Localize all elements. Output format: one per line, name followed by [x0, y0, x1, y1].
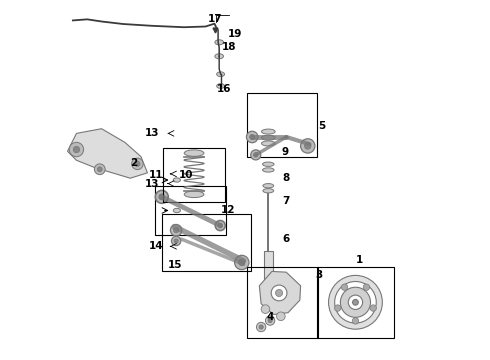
Circle shape: [275, 289, 283, 297]
Text: 6: 6: [282, 234, 289, 244]
Ellipse shape: [262, 141, 275, 146]
Ellipse shape: [215, 54, 223, 59]
Text: 8: 8: [282, 173, 289, 183]
Circle shape: [352, 318, 359, 324]
Ellipse shape: [263, 168, 274, 172]
Text: 14: 14: [149, 241, 163, 251]
Circle shape: [95, 164, 105, 175]
Circle shape: [348, 295, 363, 310]
Ellipse shape: [217, 72, 224, 77]
Text: 3: 3: [315, 270, 322, 280]
Text: 4: 4: [267, 312, 274, 322]
Circle shape: [132, 158, 143, 170]
Ellipse shape: [263, 189, 274, 193]
Circle shape: [98, 167, 102, 172]
Text: 10: 10: [179, 170, 194, 180]
Circle shape: [135, 161, 140, 166]
Circle shape: [174, 239, 178, 243]
Ellipse shape: [263, 184, 274, 188]
Circle shape: [353, 300, 358, 305]
Circle shape: [370, 305, 376, 311]
Circle shape: [271, 285, 287, 301]
Text: 1: 1: [356, 255, 364, 265]
Circle shape: [246, 131, 258, 143]
Circle shape: [215, 221, 225, 230]
Circle shape: [251, 150, 261, 160]
Circle shape: [261, 305, 270, 314]
Text: 2: 2: [130, 158, 138, 168]
Circle shape: [341, 284, 348, 291]
Circle shape: [173, 228, 179, 233]
Ellipse shape: [262, 129, 275, 134]
Circle shape: [171, 225, 182, 236]
Text: 15: 15: [168, 260, 182, 270]
Bar: [155, 186, 225, 234]
Circle shape: [335, 305, 341, 311]
Bar: [247, 93, 317, 157]
Ellipse shape: [215, 40, 223, 45]
Ellipse shape: [263, 162, 274, 166]
Circle shape: [253, 153, 258, 157]
Ellipse shape: [262, 135, 275, 140]
Text: 18: 18: [222, 42, 237, 51]
Ellipse shape: [184, 191, 204, 198]
Text: 16: 16: [217, 84, 232, 94]
Circle shape: [256, 322, 266, 332]
Circle shape: [259, 325, 263, 329]
Ellipse shape: [184, 150, 204, 156]
Text: 13: 13: [145, 179, 159, 189]
Circle shape: [300, 139, 315, 153]
Circle shape: [235, 255, 249, 270]
Circle shape: [335, 282, 376, 323]
Circle shape: [73, 146, 80, 153]
Polygon shape: [68, 129, 147, 178]
Circle shape: [276, 312, 285, 320]
Bar: [163, 148, 225, 202]
Circle shape: [249, 134, 255, 140]
Circle shape: [329, 275, 382, 329]
Polygon shape: [259, 271, 300, 315]
Bar: [317, 267, 394, 338]
Ellipse shape: [173, 178, 180, 182]
Text: 19: 19: [228, 29, 242, 39]
Circle shape: [155, 190, 168, 203]
Circle shape: [218, 223, 222, 228]
Ellipse shape: [217, 84, 224, 88]
Circle shape: [304, 143, 311, 149]
Ellipse shape: [173, 208, 180, 213]
Text: 11: 11: [149, 170, 163, 180]
Circle shape: [159, 194, 165, 200]
Text: 9: 9: [282, 147, 289, 157]
Text: 13: 13: [145, 129, 159, 138]
Text: 17: 17: [208, 14, 223, 24]
Text: 7: 7: [282, 196, 289, 206]
Circle shape: [69, 142, 84, 157]
Text: 5: 5: [318, 121, 325, 131]
Bar: [247, 267, 318, 338]
Circle shape: [266, 316, 275, 325]
Circle shape: [268, 319, 272, 323]
Circle shape: [341, 287, 370, 318]
Circle shape: [239, 259, 245, 266]
Bar: [162, 214, 251, 271]
Text: 12: 12: [220, 206, 235, 216]
Circle shape: [172, 236, 181, 246]
Bar: [264, 251, 273, 297]
Circle shape: [363, 284, 369, 291]
